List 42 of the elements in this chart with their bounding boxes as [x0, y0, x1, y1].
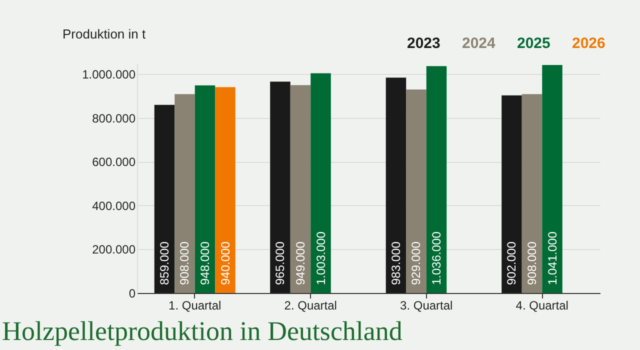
series-label: 2025	[517, 34, 550, 52]
bar	[270, 82, 290, 293]
x-tick-label: 3. Quartal	[400, 298, 453, 312]
data-label: 929.000	[409, 241, 424, 285]
data-label: 949.000	[293, 241, 308, 285]
y-axis-title: Produktion in t	[62, 26, 146, 42]
data-label: 859.000	[157, 241, 172, 285]
text: 2026	[572, 34, 606, 52]
y-tick-label: 1.000.000	[82, 67, 136, 82]
bar	[502, 95, 522, 293]
y-tick-label: 400.000	[92, 198, 136, 213]
bar	[542, 64, 562, 293]
bar	[154, 104, 175, 293]
data-label: 1.036.000	[430, 231, 444, 285]
text: Holzpelletproduktion in Deutschland	[2, 316, 403, 346]
y-tick-label: 200.000	[92, 242, 136, 257]
y-tick-label: 600.000	[92, 155, 136, 170]
y-tick-label: 0	[128, 286, 136, 300]
x-tick-label: 4. Quartal	[516, 298, 568, 312]
bar	[406, 90, 426, 293]
bar	[215, 87, 236, 293]
x-tick-label: 2. Quartal	[284, 298, 337, 312]
data-label: 1.003.000	[314, 231, 328, 285]
x-tick-label: 1. Quartal	[168, 298, 222, 312]
bar	[174, 94, 195, 293]
data-label: 948.000	[198, 241, 212, 285]
data-label: 983.000	[388, 241, 403, 285]
series-label: 2023	[407, 34, 440, 52]
data-label: 1.041.000	[545, 231, 560, 285]
data-label: 902.000	[504, 241, 519, 285]
text: 2024	[462, 34, 496, 52]
bar	[386, 78, 406, 293]
data-label: 940.000	[218, 241, 232, 285]
bar	[290, 85, 311, 293]
bar	[310, 73, 331, 293]
bar	[194, 85, 216, 293]
data-label: 908.000	[524, 241, 539, 285]
bar	[522, 94, 542, 293]
data-label: 908.000	[178, 241, 192, 285]
y-tick-label: 800.000	[92, 111, 136, 126]
bar	[426, 66, 447, 293]
data-label: 965.000	[273, 241, 288, 285]
